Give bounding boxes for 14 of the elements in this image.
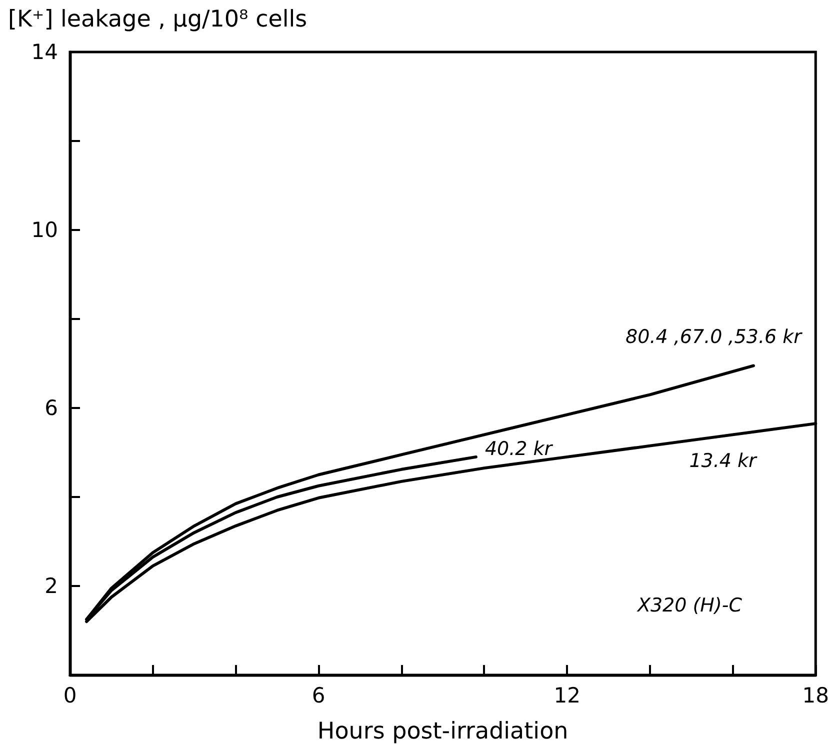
series-label: 40.2 kr xyxy=(484,438,554,460)
x-axis-title: Hours post-irradiation xyxy=(317,718,568,744)
x-tick-label: 18 xyxy=(802,684,830,708)
text: 80.4 ,67.0 ,53.6 kr xyxy=(626,326,803,348)
x-tick-label: 6 xyxy=(312,684,326,708)
annotation: X320 (H)-C xyxy=(636,594,743,616)
y-tick-label: 6 xyxy=(44,396,58,420)
series-label: 13.4 kr xyxy=(689,450,758,472)
x-tick-label: 0 xyxy=(63,684,77,708)
y-tick-label: 10 xyxy=(31,218,58,242)
y-tick-label: 2 xyxy=(44,574,58,598)
y-axis-title: [K⁺] leakage , μg/10⁸ cells xyxy=(8,6,308,32)
y-tick-label: 14 xyxy=(31,40,58,64)
x-tick-label: 12 xyxy=(554,684,580,708)
